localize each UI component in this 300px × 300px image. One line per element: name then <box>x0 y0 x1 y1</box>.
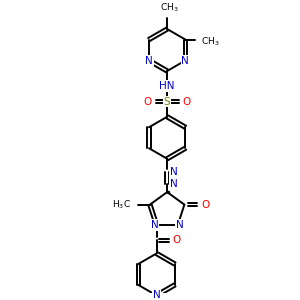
Text: H$_3$C: H$_3$C <box>112 198 131 211</box>
Text: CH$_3$: CH$_3$ <box>201 35 219 48</box>
Text: O: O <box>202 200 210 210</box>
Text: N: N <box>176 220 184 230</box>
Text: N: N <box>151 220 158 230</box>
Text: N: N <box>145 56 153 65</box>
Text: O: O <box>144 97 152 106</box>
Text: N: N <box>153 290 160 300</box>
Text: N: N <box>170 167 178 177</box>
Text: HN: HN <box>159 81 175 91</box>
Text: N: N <box>170 178 178 188</box>
Text: O: O <box>173 235 181 245</box>
Text: O: O <box>182 97 191 106</box>
Text: S: S <box>164 97 170 106</box>
Text: N: N <box>182 56 189 65</box>
Text: CH$_3$: CH$_3$ <box>160 1 178 14</box>
